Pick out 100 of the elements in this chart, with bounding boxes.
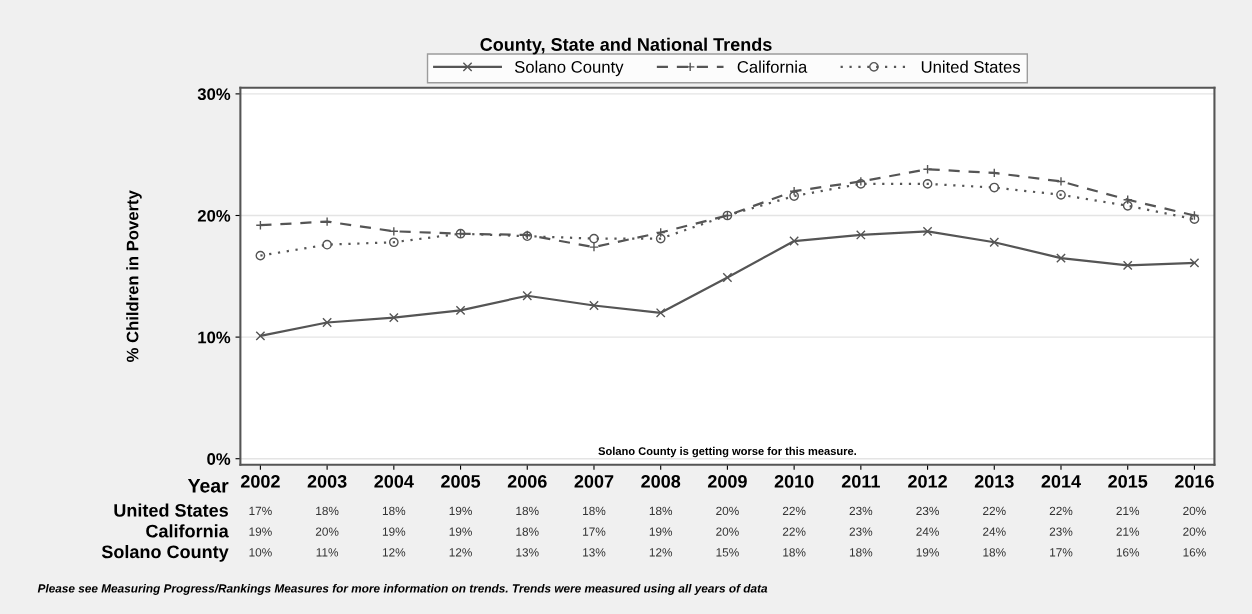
legend-label: California bbox=[737, 60, 808, 73]
data-label: 17% bbox=[249, 506, 272, 516]
data-label: 17% bbox=[583, 527, 606, 536]
data-label: 24% bbox=[983, 527, 1006, 536]
x-tick-label: 2007 bbox=[574, 475, 614, 488]
data-label: 18% bbox=[583, 506, 606, 516]
y-tick-label: 10% bbox=[198, 331, 231, 344]
x-tick-label: 2013 bbox=[974, 475, 1014, 488]
x-tick-label: 2006 bbox=[507, 475, 547, 488]
x-tick-label: 2016 bbox=[1174, 475, 1214, 488]
data-label: 18% bbox=[316, 506, 339, 516]
data-label: 12% bbox=[449, 548, 472, 557]
x-tick-label: 2002 bbox=[240, 475, 280, 488]
data-label: 22% bbox=[782, 506, 806, 516]
x-tick-label: 2003 bbox=[307, 475, 347, 488]
data-label: 16% bbox=[1183, 548, 1206, 557]
point bbox=[1189, 258, 1200, 268]
data-label: 18% bbox=[983, 548, 1006, 557]
data-label: 18% bbox=[649, 506, 673, 516]
data-label: 17% bbox=[1050, 548, 1073, 557]
y-tick-label: 30% bbox=[197, 88, 231, 101]
data-label: 18% bbox=[382, 506, 406, 516]
annotation: Solano County is getting worse for this measure. bbox=[598, 446, 856, 458]
data-label: 23% bbox=[916, 506, 939, 516]
point bbox=[322, 317, 332, 328]
data-label: 21% bbox=[1116, 506, 1140, 516]
point bbox=[1056, 253, 1066, 263]
data-label: 22% bbox=[983, 506, 1006, 516]
point bbox=[1189, 214, 1200, 225]
point bbox=[455, 305, 466, 316]
x-tick-label: 2015 bbox=[1108, 475, 1148, 488]
x-tick-label: 2008 bbox=[641, 475, 681, 488]
point bbox=[922, 179, 933, 189]
data-label: 18% bbox=[516, 527, 539, 536]
data-label: 23% bbox=[849, 527, 873, 536]
data-label: 22% bbox=[782, 527, 806, 536]
data-label: 13% bbox=[583, 548, 606, 557]
data-label: 23% bbox=[849, 506, 873, 516]
point bbox=[789, 191, 799, 201]
point bbox=[388, 312, 399, 323]
point bbox=[855, 230, 866, 240]
data-label: 10% bbox=[249, 548, 272, 557]
data-label: 12% bbox=[382, 548, 406, 557]
point bbox=[1122, 200, 1133, 211]
point bbox=[1056, 189, 1066, 200]
point bbox=[255, 250, 266, 261]
point bbox=[589, 233, 599, 244]
data-label: 18% bbox=[783, 548, 806, 557]
data-label: 16% bbox=[1116, 548, 1140, 557]
point bbox=[989, 237, 1000, 248]
data-label: 22% bbox=[1049, 506, 1073, 516]
data-label: 15% bbox=[716, 548, 739, 557]
point bbox=[922, 226, 933, 237]
data-label: 20% bbox=[1183, 527, 1206, 536]
x-tick-label: 2004 bbox=[374, 475, 414, 488]
data-label: 23% bbox=[1049, 527, 1073, 536]
data-label: 20% bbox=[716, 527, 739, 536]
data-label: 19% bbox=[916, 548, 939, 557]
y-axis-title: % Children in Poverty bbox=[126, 190, 142, 363]
text: California bbox=[146, 524, 229, 538]
data-label: 19% bbox=[449, 527, 472, 536]
data-label: 20% bbox=[315, 527, 339, 536]
legend-label: Solano County bbox=[514, 60, 624, 77]
point bbox=[388, 237, 399, 248]
data-label: 18% bbox=[849, 548, 873, 557]
x-tick-label: 2009 bbox=[707, 475, 747, 488]
data-label: 21% bbox=[1116, 527, 1140, 536]
x-tick-label: 2005 bbox=[441, 475, 481, 488]
text: United States bbox=[114, 503, 228, 517]
text: Solano County bbox=[101, 544, 229, 562]
y-tick-label: 20% bbox=[197, 209, 231, 222]
point bbox=[522, 290, 533, 301]
point bbox=[589, 300, 599, 311]
point bbox=[989, 182, 1000, 193]
point bbox=[655, 233, 666, 244]
point bbox=[1122, 260, 1133, 271]
data-label: 19% bbox=[449, 506, 472, 516]
point bbox=[655, 307, 666, 318]
data-label: 12% bbox=[649, 548, 673, 557]
point bbox=[255, 331, 266, 341]
x-tick-label: 2010 bbox=[774, 475, 814, 488]
x-tick-label: 2011 bbox=[841, 475, 880, 488]
data-label: 18% bbox=[516, 506, 539, 516]
data-label: 19% bbox=[382, 527, 406, 536]
data-label: 13% bbox=[516, 548, 539, 557]
y-tick-label: 0% bbox=[207, 453, 231, 465]
data-label: 11% bbox=[316, 548, 339, 557]
x-tick-label: 2014 bbox=[1041, 475, 1081, 488]
point bbox=[722, 272, 733, 283]
x-tick-label: 2012 bbox=[908, 475, 947, 488]
x-axis-title: Year bbox=[187, 479, 229, 493]
point bbox=[789, 236, 799, 246]
data-label: 19% bbox=[249, 527, 272, 536]
chart-title: County, State and National Trends bbox=[480, 37, 772, 55]
text: Please see Measuring Progress/Rankings Measures for more information on trends. Trends were measured using all years of data bbox=[37, 583, 768, 595]
data-label: 20% bbox=[716, 506, 739, 516]
data-label: 20% bbox=[1183, 506, 1206, 516]
legend-label: United States bbox=[921, 60, 1021, 73]
point bbox=[322, 239, 332, 250]
data-label: 24% bbox=[916, 527, 939, 536]
